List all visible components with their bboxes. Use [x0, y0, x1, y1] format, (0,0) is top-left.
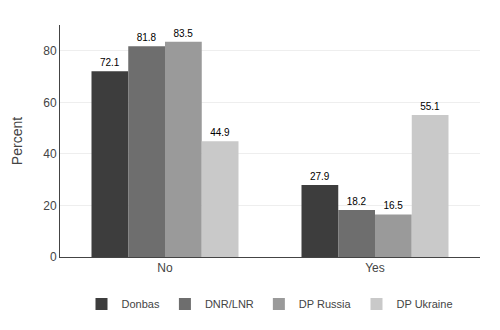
- svg-text:27.9: 27.9: [310, 171, 330, 182]
- svg-text:DP Russia: DP Russia: [299, 298, 352, 310]
- svg-text:DNR/LNR: DNR/LNR: [205, 298, 254, 310]
- svg-text:80: 80: [43, 44, 57, 58]
- svg-text:55.1: 55.1: [420, 101, 440, 112]
- svg-text:No: No: [157, 261, 173, 275]
- svg-text:18.2: 18.2: [347, 196, 367, 207]
- svg-text:Yes: Yes: [365, 261, 385, 275]
- svg-text:DP Ukraine: DP Ukraine: [397, 298, 453, 310]
- svg-text:16.5: 16.5: [383, 200, 403, 211]
- svg-text:Percent: Percent: [9, 117, 25, 165]
- svg-text:83.5: 83.5: [173, 28, 193, 39]
- svg-text:20: 20: [43, 199, 57, 213]
- svg-text:81.8: 81.8: [137, 32, 157, 43]
- svg-text:72.1: 72.1: [100, 57, 120, 68]
- svg-text:60: 60: [43, 96, 57, 110]
- svg-text:0: 0: [50, 250, 57, 264]
- svg-text:40: 40: [43, 147, 57, 161]
- svg-text:44.9: 44.9: [210, 127, 230, 138]
- svg-text:Donbas: Donbas: [122, 298, 160, 310]
